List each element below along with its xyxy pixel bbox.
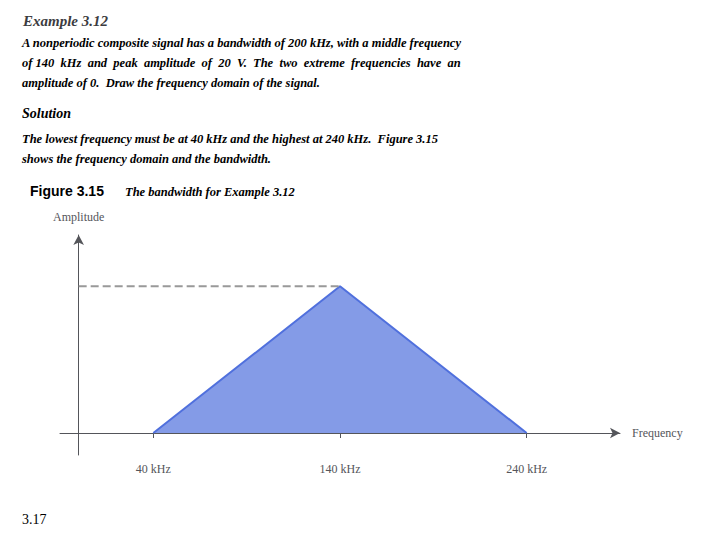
svg-text:shows the frequency domain and: shows the frequency domain and the bandw… <box>21 152 271 166</box>
svg-text:40 kHz: 40 kHz <box>136 462 171 476</box>
svg-text:Example 3.12: Example 3.12 <box>22 13 108 29</box>
svg-text:Figure 3.15: Figure 3.15 <box>30 183 104 199</box>
svg-text:of 140 kHz and peak amplit: of 140 kHz and peak amplitude of 20 V. T… <box>22 56 461 70</box>
svg-text:Frequency: Frequency <box>632 426 683 440</box>
svg-text:amplitude of 0. Draw the freq: amplitude of 0. Draw the frequency domai… <box>22 76 320 90</box>
svg-text:3.17: 3.17 <box>22 512 47 527</box>
svg-text:The bandwidth for Example 3.12: The bandwidth for Example 3.12 <box>125 185 295 199</box>
svg-text:Amplitude: Amplitude <box>53 210 104 224</box>
svg-text:140 kHz: 140 kHz <box>320 462 361 476</box>
svg-text:A nonperiodic composite signal: A nonperiodic composite signal has a ban… <box>21 36 461 50</box>
svg-text:240 kHz: 240 kHz <box>506 462 547 476</box>
svg-text:The lowest frequency must be a: The lowest frequency must be at 40 kHz a… <box>22 132 438 146</box>
svg-text:Solution: Solution <box>22 106 71 121</box>
